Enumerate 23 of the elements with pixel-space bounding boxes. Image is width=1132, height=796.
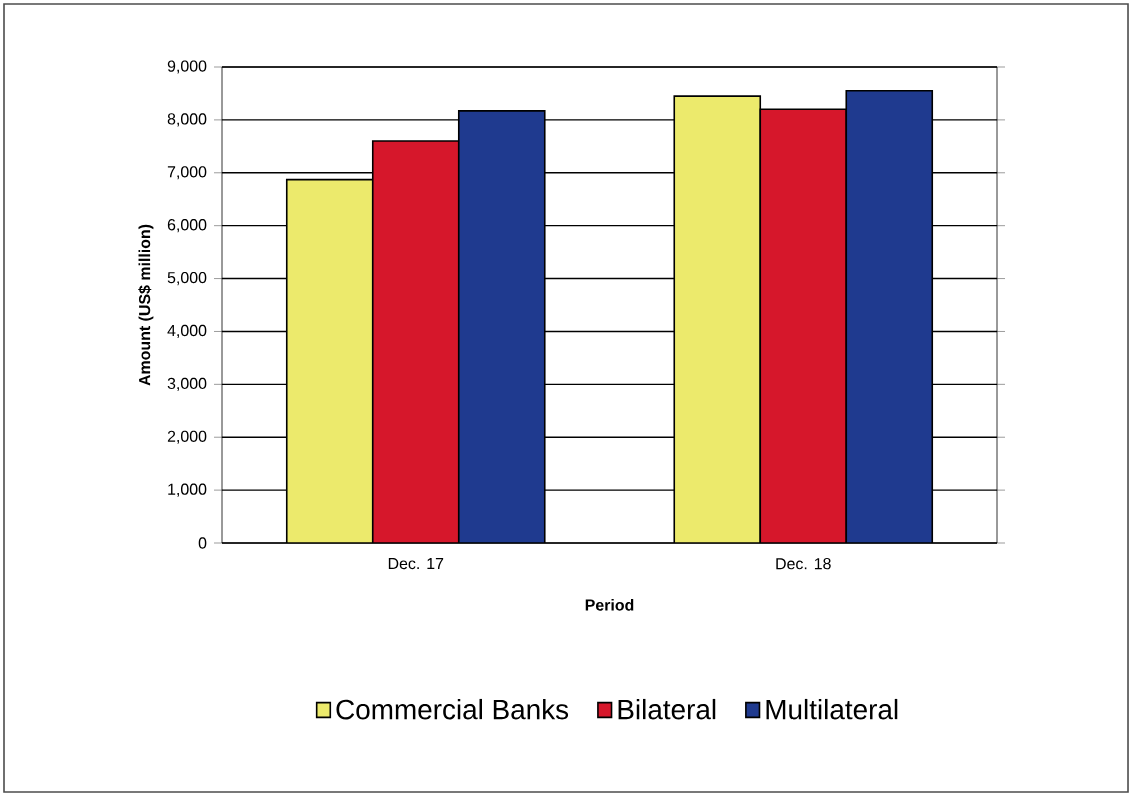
bar	[845, 90, 934, 543]
legend-label: Commercial Banks	[336, 698, 569, 720]
legend-label: Bilateral	[618, 698, 716, 720]
y-tick-label: 3,000	[167, 377, 207, 391]
y-tick-label: 5,000	[167, 271, 207, 286]
bar	[759, 108, 848, 543]
y-tick-label: 2,000	[167, 430, 207, 444]
y-axis-title: Amount (US$ million)	[138, 224, 154, 386]
x-axis-title: Period	[585, 599, 634, 611]
legend-label: Multilateral	[766, 698, 898, 720]
y-tick-label: 8,000	[167, 113, 207, 127]
y-tick-label: 1,000	[168, 483, 207, 497]
y-tick-label: 0	[198, 537, 207, 549]
x-tick-label: Dec. 17	[388, 558, 444, 570]
x-tick-label: Dec. 18	[776, 558, 831, 570]
y-tick-label: 7,000	[167, 166, 207, 180]
y-tick-label: 9,000	[167, 60, 207, 74]
bar	[371, 140, 460, 543]
bar	[673, 95, 762, 543]
bar	[285, 178, 374, 543]
bar	[457, 110, 546, 543]
y-tick-label: 6,000	[167, 219, 207, 233]
y-tick-label: 4,000	[167, 324, 207, 339]
